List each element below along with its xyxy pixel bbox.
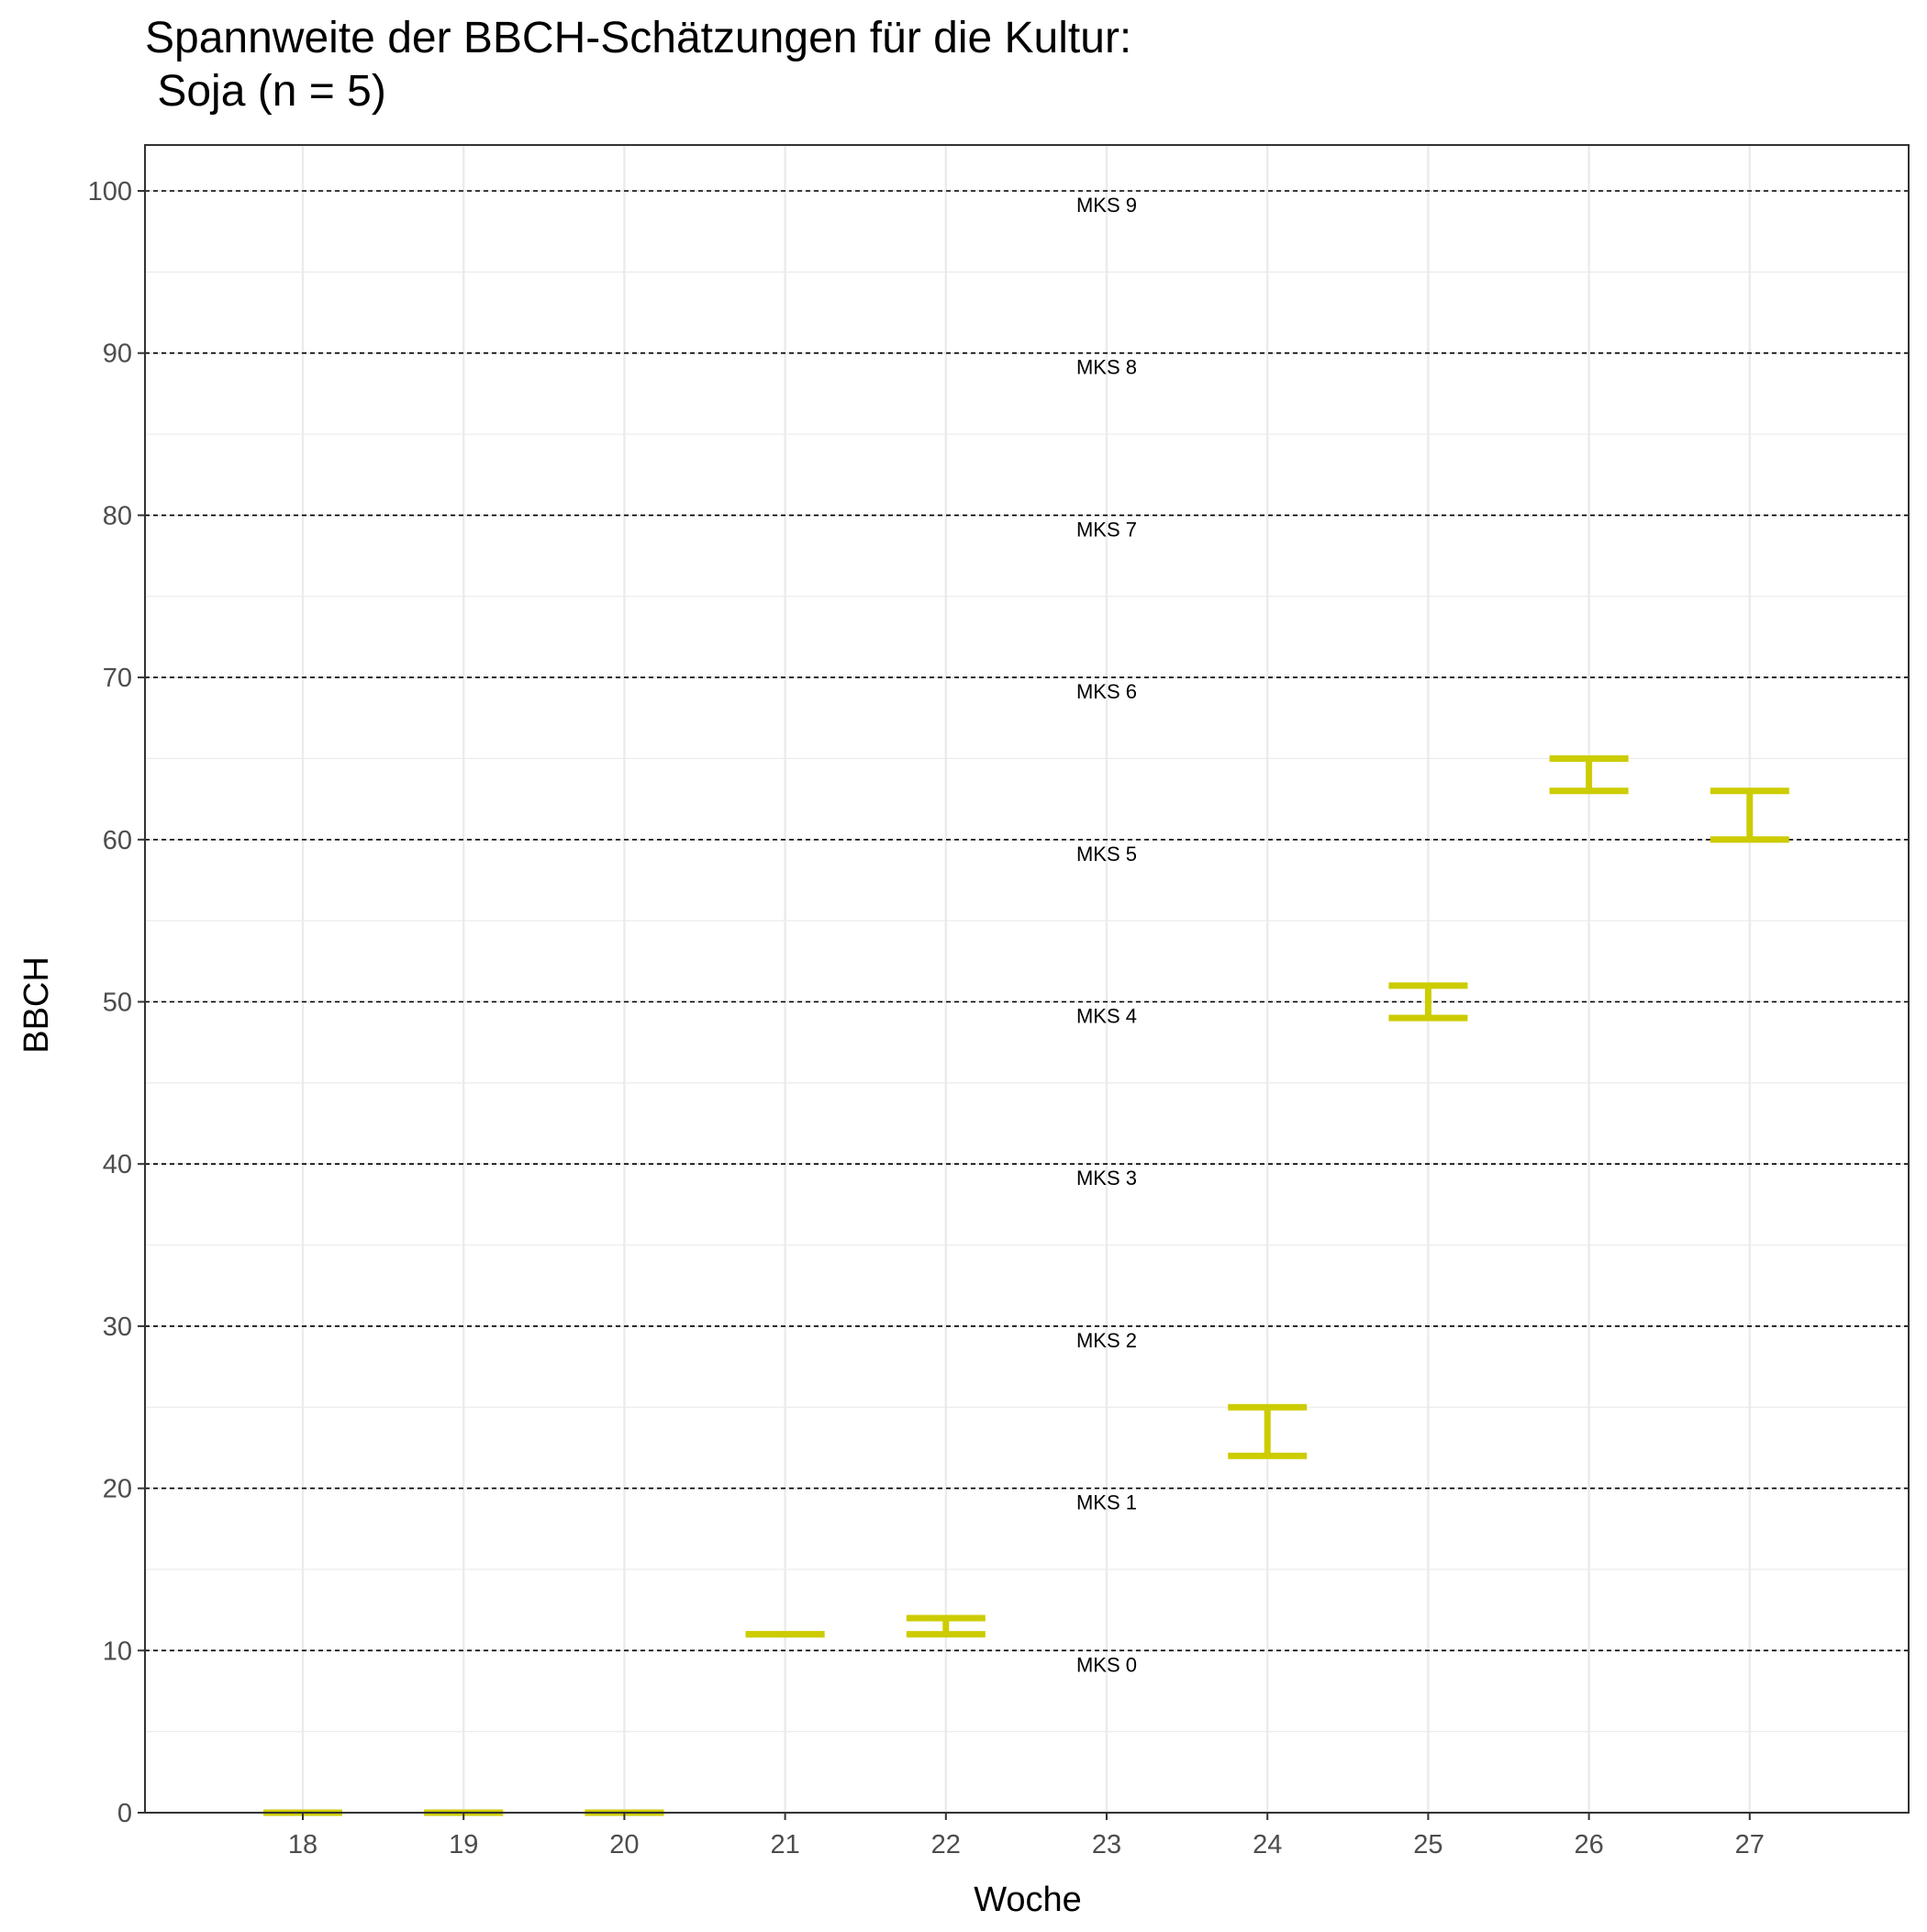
reference-label: MKS 0: [1076, 1653, 1137, 1676]
reference-lines: MKS 0 MKS 1 MKS 2 MKS 3 MKS 4 MKS 5 MKS 6 MKS 7…: [145, 190, 1909, 1676]
y-tick-label: 10: [103, 1636, 132, 1666]
x-tick-label: 22: [931, 1830, 961, 1859]
x-tick-label: 27: [1735, 1830, 1765, 1859]
reference-label: MKS 2: [1076, 1329, 1137, 1352]
reference-label: MKS 1: [1076, 1491, 1137, 1514]
reference-label: MKS 7: [1076, 518, 1137, 541]
x-tick-label: 26: [1574, 1830, 1603, 1859]
y-tick-label: 50: [103, 988, 132, 1018]
y-tick-label: 80: [103, 501, 132, 530]
y-tick-label: 90: [103, 340, 132, 369]
panel-background: [145, 145, 1909, 1813]
reference-label: MKS 5: [1076, 843, 1137, 865]
x-tick-label: 18: [288, 1830, 317, 1859]
chart-title: Spannweite der BBCH-Schätzungen für die …: [145, 14, 1132, 62]
y-tick-label: 60: [103, 826, 132, 855]
grid-layer: [145, 145, 1909, 1815]
errorbar-week-27: [1710, 787, 1789, 843]
x-tick-label: 25: [1413, 1830, 1442, 1859]
x-axis-label: Woche: [974, 1881, 1082, 1919]
y-tick-label: 70: [103, 664, 132, 693]
reference-label: MKS 9: [1076, 194, 1137, 217]
x-tick-label: 20: [609, 1830, 639, 1859]
y-tick-label: 40: [103, 1150, 132, 1179]
errorbar-week-25: [1388, 982, 1468, 1022]
axes: 0 10 20 30 40 50 60 70 80 90 100 18 19 20 21 22 23 24 25 26…: [88, 144, 1910, 1859]
errorbar-week-22: [906, 1614, 986, 1638]
y-tick-label: 20: [103, 1475, 132, 1504]
reference-label: MKS 8: [1076, 356, 1137, 379]
y-tick-label: 30: [103, 1312, 132, 1342]
x-tick-label: 19: [449, 1830, 478, 1859]
reference-label: MKS 6: [1076, 680, 1137, 703]
x-tick-label: 23: [1092, 1830, 1121, 1859]
y-tick-label: 100: [88, 177, 132, 207]
reference-label: MKS 4: [1076, 1005, 1137, 1028]
errorbar-week-24: [1228, 1403, 1308, 1459]
y-axis-label: BBCH: [17, 956, 56, 1054]
errorbar-week-26: [1549, 754, 1629, 795]
panel-border: [144, 144, 1910, 1814]
reference-label: MKS 3: [1076, 1167, 1137, 1189]
chart-subtitle: Soja (n = 5): [145, 67, 386, 116]
x-tick-label: 24: [1253, 1830, 1282, 1859]
y-tick-label: 0: [117, 1799, 132, 1828]
x-tick-label: 21: [770, 1830, 799, 1859]
